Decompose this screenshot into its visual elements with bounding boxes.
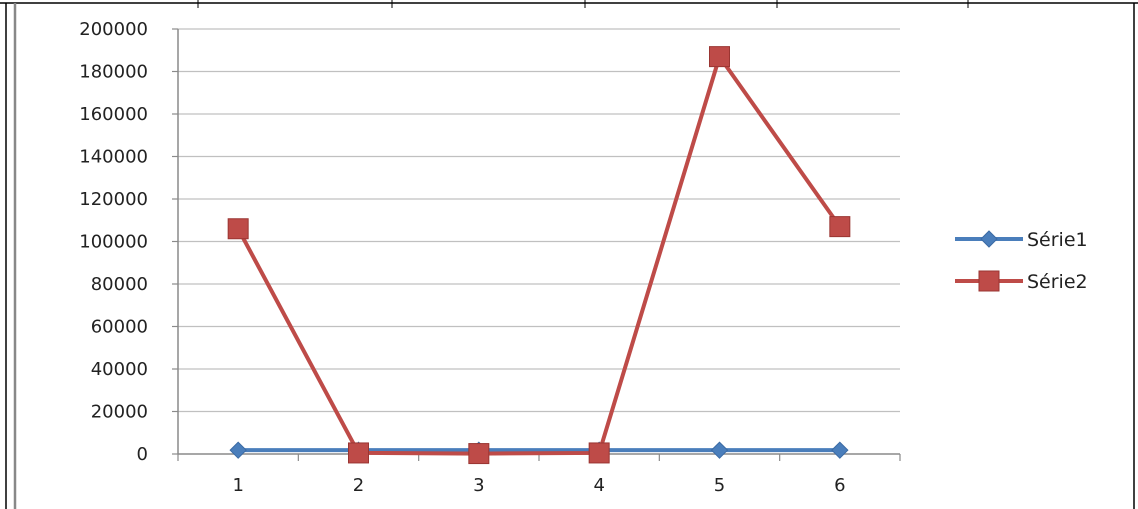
legend-label: Série1 [1027,229,1088,251]
legend: Série1 Série2 [955,229,1088,293]
series-line [236,54,842,456]
y-axis-tick-labels: 0 20000 40000 60000 80000 100000 120000 140000 1… [79,19,148,465]
legend-label: Série2 [1027,271,1088,293]
y-tick-label: 40000 [91,359,148,380]
data-point [831,441,849,459]
y-tick-label: 160000 [79,104,148,125]
series-2 [227,46,851,465]
axes [177,29,901,461]
legend-entry-1: Série1 [955,229,1088,251]
y-tick-label: 120000 [79,189,148,210]
x-tick-label: 3 [473,475,484,496]
data-point [829,216,851,238]
x-tick-label: 6 [834,475,845,496]
data-point [468,443,490,465]
y-tick-label: 200000 [79,19,148,40]
x-tick-label: 4 [593,475,604,496]
data-point [229,441,247,459]
data-point [709,46,730,68]
y-tick-label: 80000 [91,274,148,295]
series-layer [227,46,851,465]
legend-marker [978,270,1000,292]
y-tick-label: 0 [137,444,148,465]
y-tick-label: 100000 [79,232,148,253]
y-tick-label: 140000 [79,147,148,168]
y-tick-label: 20000 [91,402,148,423]
data-point [588,442,610,464]
x-axis-tick-labels: 1 2 3 4 5 6 [232,475,845,496]
x-tick-label: 1 [232,475,243,496]
gridlines [172,28,900,455]
x-tick-label: 5 [714,475,725,496]
y-tick-label: 60000 [91,317,148,338]
data-point [227,218,249,240]
legend-entry-2: Série2 [955,270,1088,293]
y-tick-label: 180000 [79,62,148,83]
legend-marker [980,230,998,248]
data-point [348,442,369,464]
x-tick-label: 2 [353,475,364,496]
data-point [710,441,729,459]
